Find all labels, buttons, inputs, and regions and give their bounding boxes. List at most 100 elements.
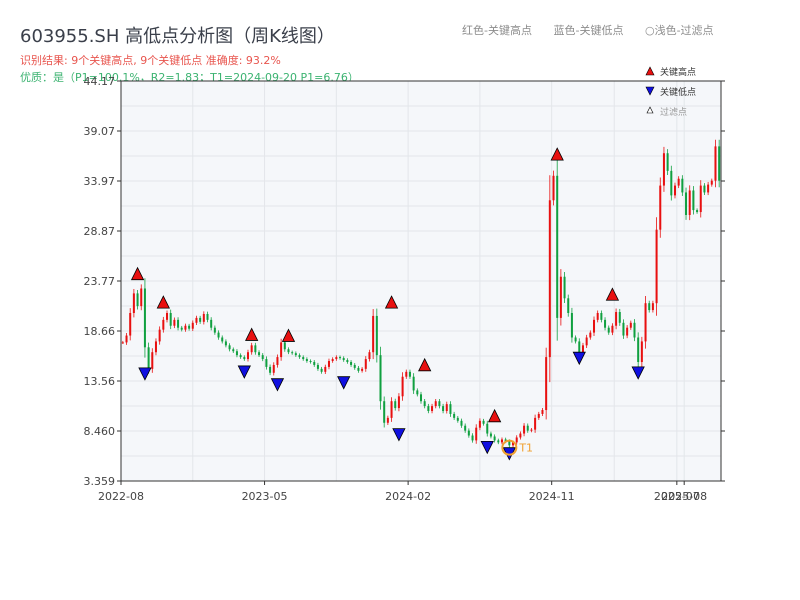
candle-body	[140, 288, 143, 307]
candle-body	[493, 436, 496, 441]
candle-body	[239, 355, 242, 358]
candle-body	[681, 178, 684, 193]
candle-body	[489, 433, 492, 437]
legend-low-marker	[645, 86, 655, 96]
candle-body	[132, 293, 135, 313]
candle-body	[648, 303, 651, 311]
candle-body	[213, 327, 216, 333]
candle-body	[195, 317, 198, 323]
candle-body	[526, 425, 529, 431]
x-tick-label: 2022-08	[98, 490, 144, 503]
candle-body	[500, 439, 503, 443]
x-tick-label: 2023-05	[242, 490, 288, 503]
candle-body	[563, 276, 566, 299]
candle-body	[364, 359, 367, 369]
candle-body	[265, 359, 268, 367]
candle-body	[438, 401, 441, 407]
candle-body	[434, 401, 437, 407]
x-tick-label: 2024-02	[385, 490, 431, 503]
candle-body	[692, 190, 695, 211]
candle-body	[327, 361, 330, 367]
candle-body	[283, 342, 286, 350]
recognition-summary: 识别结果: 9个关键高点, 9个关键低点 准确度: 93.2%	[20, 54, 281, 67]
candle-body	[228, 345, 231, 350]
candle-body	[581, 345, 584, 353]
candle-body	[497, 440, 500, 443]
candle-body	[151, 352, 154, 369]
high-point-marker	[487, 408, 502, 423]
candle-body	[320, 368, 323, 372]
candle-body	[324, 366, 327, 372]
candle-body	[622, 322, 625, 336]
candle-body	[699, 185, 702, 213]
x-tick-label: 2024-11	[529, 490, 575, 503]
candle-body	[390, 401, 393, 418]
candle-body	[541, 410, 544, 414]
legend-low-label: 关键低点	[660, 86, 696, 98]
high-point-marker	[130, 266, 145, 281]
candle-body	[478, 420, 481, 428]
candle-body	[666, 153, 669, 171]
candle-body	[261, 355, 264, 360]
candle-body	[537, 413, 540, 418]
candle-body	[607, 327, 610, 333]
candle-body	[445, 404, 448, 412]
candle-body	[361, 368, 364, 371]
low-point-marker	[270, 378, 285, 392]
candle-body	[600, 312, 603, 320]
y-tick-label: 39.07	[84, 125, 116, 138]
candle-body	[331, 359, 334, 362]
candle-body	[504, 439, 507, 442]
high-point-marker	[281, 328, 296, 342]
candle-body	[453, 413, 456, 418]
candle-body	[696, 210, 699, 213]
candle-body	[258, 352, 261, 356]
y-tick-label: 44.17	[84, 75, 116, 88]
candle-body	[637, 337, 640, 363]
top-legend: 红色-关键高点 蓝色-关键低点 ○浅色-过滤点	[462, 22, 732, 38]
candle-body	[416, 390, 419, 395]
y-tick-label: 3.359	[84, 475, 116, 488]
candle-body	[147, 347, 150, 369]
x-tick-label: 2025-08	[661, 490, 707, 503]
high-point-marker	[384, 295, 399, 309]
low-point-marker	[631, 366, 645, 380]
candle-body	[670, 170, 673, 196]
low-point-marker	[138, 367, 152, 381]
candle-body	[339, 357, 342, 359]
candle-body	[615, 312, 618, 326]
candle-body	[570, 312, 573, 338]
candle-body	[125, 335, 128, 343]
candle-body	[291, 352, 294, 354]
candle-body	[166, 312, 169, 320]
legend-filter-marker	[646, 106, 654, 114]
candle-body	[386, 417, 389, 423]
candle-body	[644, 303, 647, 342]
candle-body	[302, 357, 305, 360]
candle-body	[394, 401, 397, 409]
high-point-marker	[550, 147, 564, 161]
candle-body	[243, 357, 246, 360]
candle-body	[177, 319, 180, 328]
candle-body	[519, 433, 522, 438]
candle-body	[460, 420, 463, 426]
candle-body	[589, 332, 592, 338]
candle-body	[272, 364, 275, 373]
candle-body	[662, 153, 665, 186]
candle-body	[154, 341, 157, 353]
candle-body	[232, 349, 235, 352]
candle-body	[633, 322, 636, 338]
candle-body	[651, 303, 654, 311]
candle-body	[287, 349, 290, 353]
candle-body	[173, 319, 176, 326]
low-point-marker	[480, 440, 494, 455]
top-legend-high: 红色-关键高点	[462, 24, 532, 37]
candle-body	[316, 364, 319, 369]
candle-body	[559, 276, 562, 318]
candle-body	[121, 342, 124, 344]
candle-body	[442, 406, 445, 412]
candle-body	[372, 315, 375, 353]
candle-body	[221, 337, 224, 342]
candle-body	[143, 288, 146, 348]
candle-body	[353, 364, 356, 368]
